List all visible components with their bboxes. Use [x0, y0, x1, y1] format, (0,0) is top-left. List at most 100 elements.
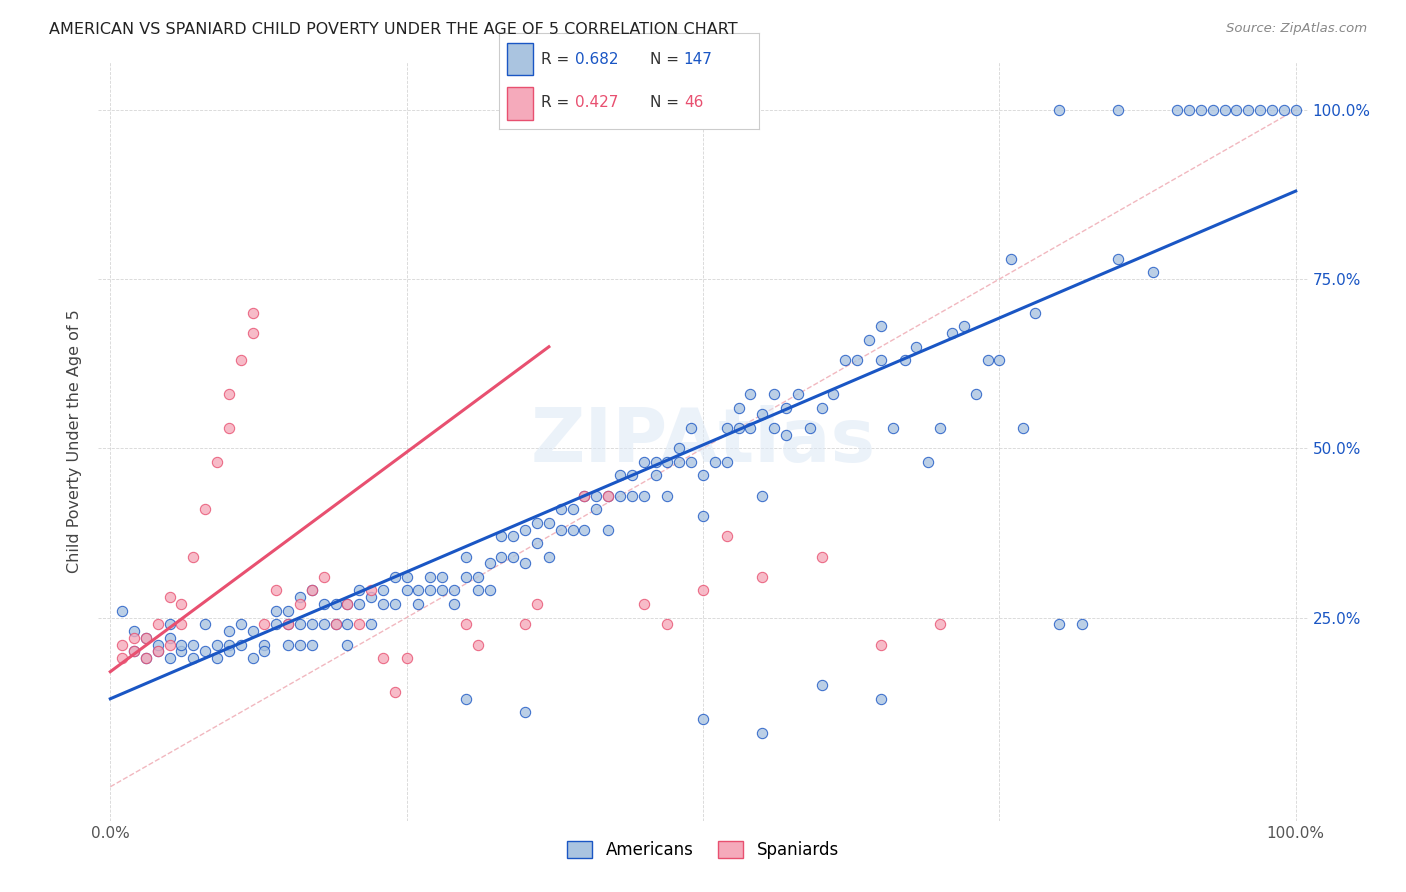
Point	[170, 644, 193, 658]
Point	[598, 489, 620, 503]
Point	[1071, 617, 1094, 632]
Point	[288, 591, 311, 605]
Point	[135, 651, 157, 665]
Point	[692, 468, 714, 483]
Point	[467, 583, 489, 598]
Point	[371, 597, 394, 611]
Point	[264, 617, 287, 632]
Point	[585, 502, 607, 516]
Point	[633, 455, 655, 469]
Point	[301, 617, 323, 632]
Point	[1047, 617, 1070, 632]
Point	[325, 597, 347, 611]
Point	[159, 651, 181, 665]
Point	[609, 468, 631, 483]
Point	[454, 549, 477, 564]
Point	[229, 617, 252, 632]
Point	[336, 597, 359, 611]
Point	[205, 638, 228, 652]
Bar	[508, 43, 533, 76]
Point	[264, 583, 287, 598]
Text: R =: R =	[541, 52, 574, 67]
Point	[419, 570, 441, 584]
Point	[347, 617, 370, 632]
Point	[229, 638, 252, 652]
Point	[432, 570, 454, 584]
Point	[1261, 103, 1284, 117]
Point	[751, 725, 773, 739]
Point	[598, 523, 620, 537]
Point	[146, 638, 169, 652]
Point	[810, 549, 832, 564]
Point	[170, 638, 193, 652]
Point	[467, 638, 489, 652]
Point	[846, 353, 869, 368]
Point	[159, 638, 181, 652]
Point	[668, 442, 690, 456]
Point	[242, 651, 264, 665]
Point	[360, 583, 382, 598]
Point	[347, 597, 370, 611]
Point	[657, 617, 679, 632]
Point	[537, 549, 560, 564]
Point	[869, 353, 891, 368]
Point	[929, 421, 952, 435]
Point	[633, 489, 655, 503]
Point	[312, 597, 335, 611]
Point	[336, 638, 359, 652]
Point	[537, 516, 560, 530]
Point	[786, 387, 808, 401]
Point	[264, 604, 287, 618]
Point	[454, 570, 477, 584]
Point	[194, 502, 217, 516]
Text: 46: 46	[683, 95, 703, 110]
Point	[218, 638, 240, 652]
Point	[277, 604, 299, 618]
Point	[515, 617, 537, 632]
Point	[1166, 103, 1188, 117]
Point	[395, 570, 418, 584]
Point	[170, 597, 193, 611]
Point	[941, 326, 963, 341]
Point	[561, 523, 583, 537]
Point	[371, 651, 394, 665]
Point	[633, 597, 655, 611]
Point	[111, 604, 134, 618]
Point	[515, 523, 537, 537]
Point	[988, 353, 1011, 368]
Point	[716, 455, 738, 469]
Point	[1142, 265, 1164, 279]
Point	[443, 597, 465, 611]
Text: AMERICAN VS SPANIARD CHILD POVERTY UNDER THE AGE OF 5 CORRELATION CHART: AMERICAN VS SPANIARD CHILD POVERTY UNDER…	[49, 22, 738, 37]
Point	[218, 421, 240, 435]
Point	[1189, 103, 1212, 117]
Point	[869, 691, 891, 706]
Point	[229, 353, 252, 368]
Text: ZIPAtlas: ZIPAtlas	[530, 405, 876, 478]
Point	[336, 597, 359, 611]
Point	[347, 583, 370, 598]
Point	[1202, 103, 1225, 117]
Point	[395, 583, 418, 598]
Point	[454, 617, 477, 632]
Point	[668, 455, 690, 469]
Point	[1047, 103, 1070, 117]
Text: 0.427: 0.427	[575, 95, 617, 110]
Point	[905, 340, 928, 354]
Point	[893, 353, 915, 368]
Point	[1237, 103, 1260, 117]
Point	[1285, 103, 1308, 117]
Point	[823, 387, 845, 401]
Point	[384, 597, 406, 611]
Point	[681, 421, 703, 435]
Point	[716, 421, 738, 435]
Point	[218, 387, 240, 401]
Point	[561, 502, 583, 516]
Point	[751, 408, 773, 422]
Point	[242, 624, 264, 639]
Text: N =: N =	[650, 95, 683, 110]
Point	[218, 624, 240, 639]
Point	[181, 549, 204, 564]
Point	[135, 631, 157, 645]
Point	[976, 353, 998, 368]
